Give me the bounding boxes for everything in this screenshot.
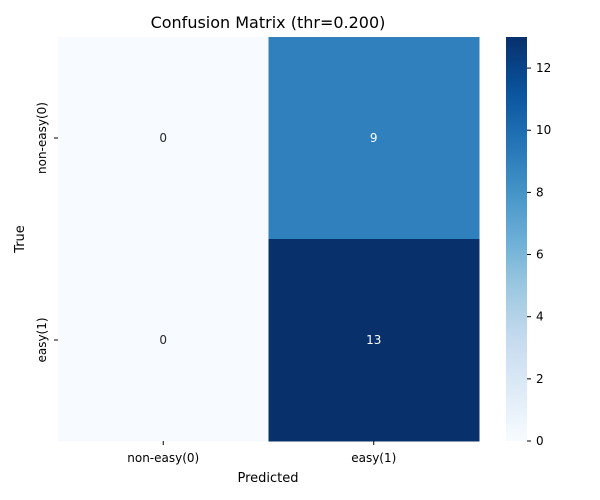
colorbar <box>506 37 527 441</box>
cell-value-label: 0 <box>159 131 167 145</box>
cell-value-label: 13 <box>366 333 381 347</box>
x-tick-label: easy(1) <box>351 451 396 465</box>
heatmap-cell <box>268 37 480 240</box>
cell-value-label: 9 <box>370 131 378 145</box>
colorbar-tick-label: 10 <box>536 123 551 137</box>
y-tick-label: non-easy(0) <box>35 102 49 174</box>
colorbar-tick-label: 4 <box>536 310 544 324</box>
x-tick-label: non-easy(0) <box>127 451 199 465</box>
colorbar-tick-label: 8 <box>536 185 544 199</box>
cell-value-label: 0 <box>159 333 167 347</box>
heatmap-cell <box>58 37 269 240</box>
x-axis-label: Predicted <box>237 471 298 486</box>
y-axis-label: True <box>13 225 28 254</box>
y-axis: non-easy(0) easy(1) <box>35 102 58 363</box>
chart-title: Confusion Matrix (thr=0.200) <box>151 13 386 32</box>
heatmap-cell <box>268 239 480 442</box>
colorbar-tick-label: 2 <box>536 372 544 386</box>
cell-annotations: 0 9 0 13 <box>159 131 381 347</box>
heatmap-cell <box>58 239 269 442</box>
x-axis: non-easy(0) easy(1) <box>127 441 396 465</box>
colorbar-ticks: 0 2 4 6 8 10 12 <box>527 61 551 448</box>
colorbar-tick-label: 6 <box>536 248 544 262</box>
y-tick-label: easy(1) <box>35 317 49 362</box>
colorbar-tick-label: 0 <box>536 434 544 448</box>
colorbar-tick-label: 12 <box>536 61 551 75</box>
heatmap-cells <box>58 37 480 442</box>
